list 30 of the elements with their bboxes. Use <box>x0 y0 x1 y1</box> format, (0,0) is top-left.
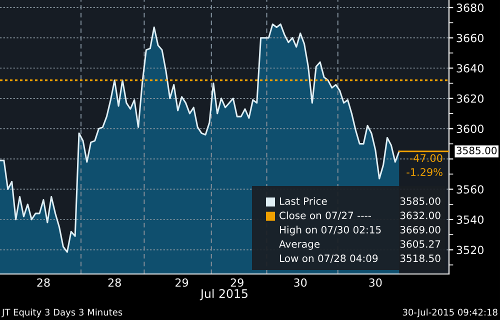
y-tick-label: 3680 <box>456 4 484 12</box>
x-tick-label: 28 <box>108 278 121 287</box>
annotation: Average <box>279 240 320 250</box>
text: JT Equity 3 Days 3 Minutes <box>2 308 122 318</box>
annotation: 3632.00 <box>400 212 440 220</box>
x-tick-label: 30 <box>369 278 382 287</box>
annotation: Low on 07/28 04:09 <box>280 254 378 263</box>
y-tick-label: 3520 <box>456 246 484 254</box>
x-tick-label: 29 <box>176 278 188 287</box>
text: 3585.00 <box>456 146 497 154</box>
y-tick-label: 3540 <box>456 215 484 224</box>
annotation: 3669.00 <box>400 226 440 234</box>
annotation: 3605.27 <box>400 240 440 248</box>
y-tick-label: 3640 <box>456 64 484 72</box>
y-tick-label: 3600 <box>456 124 484 134</box>
y-tick-label: 3620 <box>456 94 484 103</box>
y-tick-label: 3660 <box>456 34 484 42</box>
x-tick-label: 29 <box>230 278 244 287</box>
text: -47.00 <box>410 154 442 162</box>
x-axis-title: Jul 2015 <box>200 288 248 300</box>
x-tick-label: 30 <box>294 278 307 287</box>
annotation: High on 07/30 02:15 <box>280 226 381 236</box>
annotation: 3585.00 <box>400 197 440 205</box>
legend-label: Last Price <box>280 197 327 205</box>
y-tick-label: 3560 <box>456 185 484 194</box>
text: 30-Jul-2015 09:42:18 <box>402 308 498 318</box>
annotation: 3518.50 <box>400 254 440 262</box>
x-tick-label: 28 <box>37 278 50 287</box>
legend-label: Close on 07/27 ---- <box>280 211 371 220</box>
text: -1.29% <box>406 168 442 176</box>
